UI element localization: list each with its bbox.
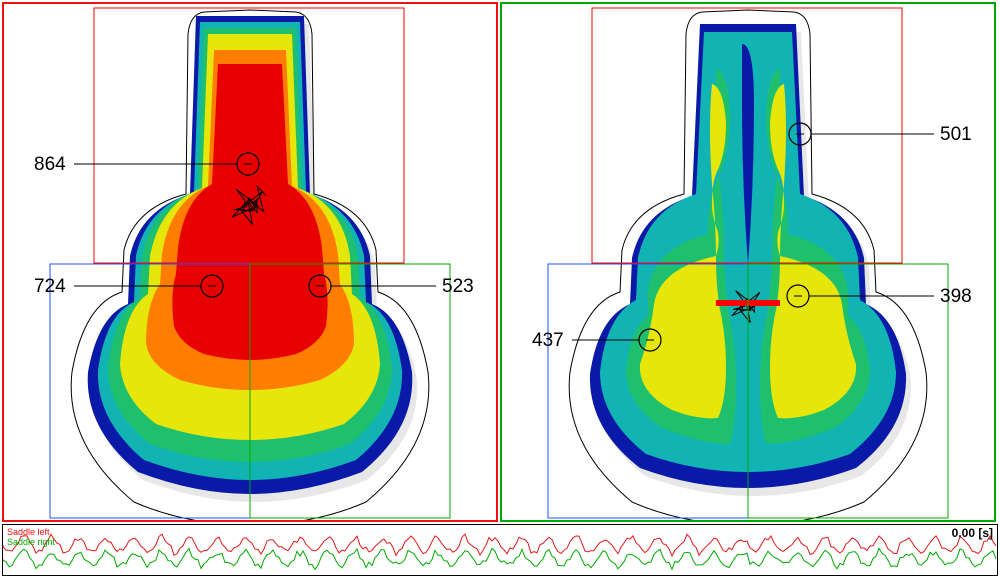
- waveform-trace-left: [3, 534, 996, 556]
- waveform-strip: Saddle left Saddle right 0.00 [s]: [2, 524, 998, 576]
- callout-value-pk5: 398: [940, 286, 972, 307]
- waveform-label-right: Saddle right: [7, 537, 55, 547]
- callout-value-pk1: 864: [34, 154, 66, 175]
- callout-value-pk2: 724: [34, 276, 66, 297]
- pressure-map-panel-left: 864 724 523: [2, 2, 498, 522]
- pressure-map-panel-right: 501 398 437: [500, 2, 996, 522]
- callout-value-pk6: 437: [532, 330, 564, 351]
- pressure-map-left-svg: 864 724 523: [4, 4, 496, 520]
- waveform-label-left: Saddle left: [7, 527, 50, 537]
- root: { "canvas": { "w": 1000, "h": 578 }, "cm…: [0, 0, 1000, 578]
- pressure-map-right-svg: 501 398 437: [502, 4, 994, 520]
- waveform-time-label: 0.00 [s]: [952, 526, 993, 540]
- waveform-trace-right: [3, 548, 996, 569]
- waveform-svg: [3, 525, 997, 575]
- callout-value-pk4: 501: [940, 124, 972, 145]
- callout-value-pk3: 523: [442, 276, 474, 297]
